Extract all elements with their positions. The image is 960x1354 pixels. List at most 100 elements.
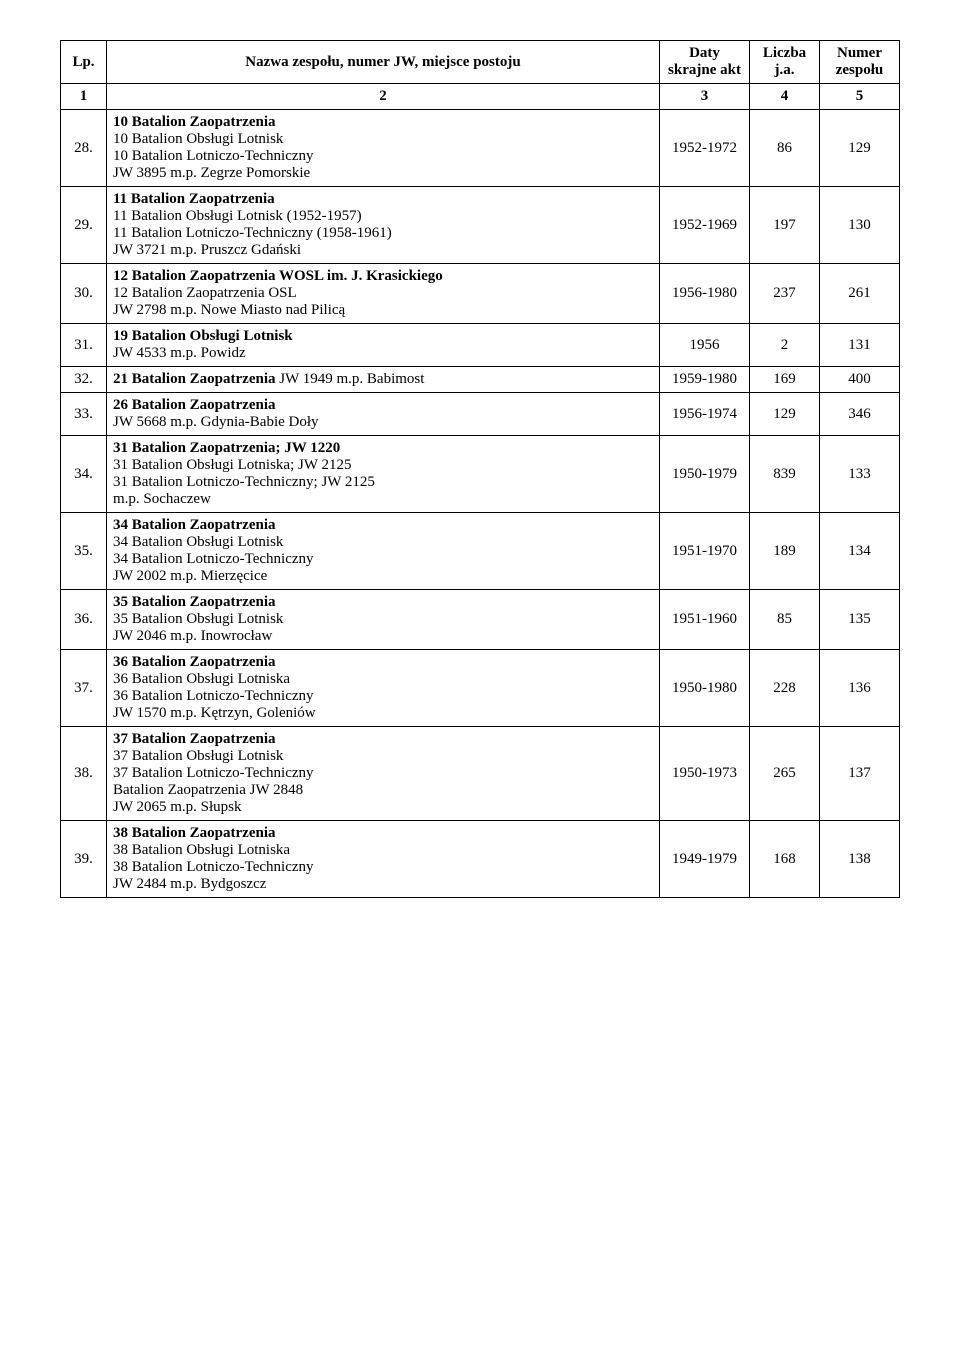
name-line-bold: 21 Batalion Zaopatrzenia: [113, 371, 276, 387]
cell-dates: 1952-1969: [660, 187, 750, 264]
cell-dates: 1959-1980: [660, 367, 750, 393]
table-row: 30.12 Batalion Zaopatrzenia WOSL im. J. …: [61, 264, 900, 324]
cell-name: 37 Batalion Zaopatrzenia37 Batalion Obsł…: [107, 727, 660, 821]
table-row: 36.35 Batalion Zaopatrzenia35 Batalion O…: [61, 590, 900, 650]
cell-dates: 1950-1980: [660, 650, 750, 727]
cell-num: 133: [820, 436, 900, 513]
table-row: 28.10 Batalion Zaopatrzenia10 Batalion O…: [61, 110, 900, 187]
records-table: Lp. Nazwa zespołu, numer JW, miejsce pos…: [60, 40, 900, 898]
cell-name: 31 Batalion Zaopatrzenia; JW 122031 Bata…: [107, 436, 660, 513]
cell-count: 86: [750, 110, 820, 187]
name-line: 38 Batalion Zaopatrzenia: [113, 825, 653, 842]
cell-num: 400: [820, 367, 900, 393]
table-row: 35.34 Batalion Zaopatrzenia34 Batalion O…: [61, 513, 900, 590]
cell-dates: 1956-1974: [660, 393, 750, 436]
cell-lp: 36.: [61, 590, 107, 650]
table-row: 34.31 Batalion Zaopatrzenia; JW 122031 B…: [61, 436, 900, 513]
header-num: Numer zespołu: [820, 41, 900, 84]
cell-count: 197: [750, 187, 820, 264]
cell-dates: 1951-1970: [660, 513, 750, 590]
cell-dates: 1951-1960: [660, 590, 750, 650]
cell-lp: 38.: [61, 727, 107, 821]
header-row: Lp. Nazwa zespołu, numer JW, miejsce pos…: [61, 41, 900, 84]
subheader-dates: 3: [660, 84, 750, 110]
name-line: 11 Batalion Zaopatrzenia: [113, 191, 653, 208]
cell-name: 19 Batalion Obsługi LotniskJW 4533 m.p. …: [107, 324, 660, 367]
cell-num: 138: [820, 821, 900, 898]
name-line: 38 Batalion Obsługi Lotniska: [113, 842, 653, 859]
name-line: 36 Batalion Obsługi Lotniska: [113, 671, 653, 688]
name-line: Batalion Zaopatrzenia JW 2848: [113, 782, 653, 799]
table-row: 31.19 Batalion Obsługi LotniskJW 4533 m.…: [61, 324, 900, 367]
table-header: Lp. Nazwa zespołu, numer JW, miejsce pos…: [61, 41, 900, 110]
cell-count: 2: [750, 324, 820, 367]
cell-name: 26 Batalion ZaopatrzeniaJW 5668 m.p. Gdy…: [107, 393, 660, 436]
cell-name: 11 Batalion Zaopatrzenia11 Batalion Obsł…: [107, 187, 660, 264]
name-line-tail: JW 1949 m.p. Babimost: [276, 371, 425, 387]
cell-dates: 1949-1979: [660, 821, 750, 898]
name-line: 10 Batalion Lotniczo-Techniczny: [113, 148, 653, 165]
subheader-row: 1 2 3 4 5: [61, 84, 900, 110]
name-line: JW 2046 m.p. Inowrocław: [113, 628, 653, 645]
name-line: 21 Batalion Zaopatrzenia JW 1949 m.p. Ba…: [113, 371, 653, 388]
cell-name: 10 Batalion Zaopatrzenia10 Batalion Obsł…: [107, 110, 660, 187]
name-line: 19 Batalion Obsługi Lotnisk: [113, 328, 653, 345]
subheader-lp: 1: [61, 84, 107, 110]
cell-dates: 1956: [660, 324, 750, 367]
name-line: JW 3895 m.p. Zegrze Pomorskie: [113, 165, 653, 182]
cell-lp: 29.: [61, 187, 107, 264]
cell-lp: 32.: [61, 367, 107, 393]
cell-lp: 28.: [61, 110, 107, 187]
table-row: 33.26 Batalion ZaopatrzeniaJW 5668 m.p. …: [61, 393, 900, 436]
name-line: 31 Batalion Obsługi Lotniska; JW 2125: [113, 457, 653, 474]
name-line: 35 Batalion Zaopatrzenia: [113, 594, 653, 611]
cell-name: 12 Batalion Zaopatrzenia WOSL im. J. Kra…: [107, 264, 660, 324]
subheader-name: 2: [107, 84, 660, 110]
name-line: JW 2484 m.p. Bydgoszcz: [113, 876, 653, 893]
cell-dates: 1950-1979: [660, 436, 750, 513]
name-line: JW 2065 m.p. Słupsk: [113, 799, 653, 816]
table-body: 28.10 Batalion Zaopatrzenia10 Batalion O…: [61, 110, 900, 898]
cell-dates: 1952-1972: [660, 110, 750, 187]
cell-num: 135: [820, 590, 900, 650]
cell-num: 137: [820, 727, 900, 821]
cell-num: 129: [820, 110, 900, 187]
cell-count: 265: [750, 727, 820, 821]
name-line: 38 Batalion Lotniczo-Techniczny: [113, 859, 653, 876]
cell-count: 228: [750, 650, 820, 727]
cell-num: 136: [820, 650, 900, 727]
cell-lp: 31.: [61, 324, 107, 367]
cell-lp: 37.: [61, 650, 107, 727]
name-line: 34 Batalion Zaopatrzenia: [113, 517, 653, 534]
name-line: JW 3721 m.p. Pruszcz Gdański: [113, 242, 653, 259]
name-line: 26 Batalion Zaopatrzenia: [113, 397, 653, 414]
name-line: 36 Batalion Lotniczo-Techniczny: [113, 688, 653, 705]
name-line: JW 4533 m.p. Powidz: [113, 345, 653, 362]
name-line: m.p. Sochaczew: [113, 491, 653, 508]
subheader-count: 4: [750, 84, 820, 110]
cell-lp: 35.: [61, 513, 107, 590]
name-line: 37 Batalion Obsługi Lotnisk: [113, 748, 653, 765]
cell-name: 34 Batalion Zaopatrzenia34 Batalion Obsł…: [107, 513, 660, 590]
header-count: Liczba j.a.: [750, 41, 820, 84]
cell-name: 35 Batalion Zaopatrzenia35 Batalion Obsł…: [107, 590, 660, 650]
name-line: 36 Batalion Zaopatrzenia: [113, 654, 653, 671]
cell-count: 237: [750, 264, 820, 324]
cell-count: 85: [750, 590, 820, 650]
cell-dates: 1956-1980: [660, 264, 750, 324]
header-dates: Daty skrajne akt: [660, 41, 750, 84]
cell-num: 346: [820, 393, 900, 436]
cell-count: 169: [750, 367, 820, 393]
cell-num: 130: [820, 187, 900, 264]
name-line: JW 2798 m.p. Nowe Miasto nad Pilicą: [113, 302, 653, 319]
cell-count: 189: [750, 513, 820, 590]
cell-name: 38 Batalion Zaopatrzenia38 Batalion Obsł…: [107, 821, 660, 898]
cell-count: 129: [750, 393, 820, 436]
header-name: Nazwa zespołu, numer JW, miejsce postoju: [107, 41, 660, 84]
name-line: 37 Batalion Zaopatrzenia: [113, 731, 653, 748]
table-row: 32. 21 Batalion Zaopatrzenia JW 1949 m.p.…: [61, 367, 900, 393]
table-row: 29.11 Batalion Zaopatrzenia11 Batalion O…: [61, 187, 900, 264]
name-line: 12 Batalion Zaopatrzenia OSL: [113, 285, 653, 302]
name-line: 34 Batalion Lotniczo-Techniczny: [113, 551, 653, 568]
name-line: 11 Batalion Lotniczo-Techniczny (1958-19…: [113, 225, 653, 242]
